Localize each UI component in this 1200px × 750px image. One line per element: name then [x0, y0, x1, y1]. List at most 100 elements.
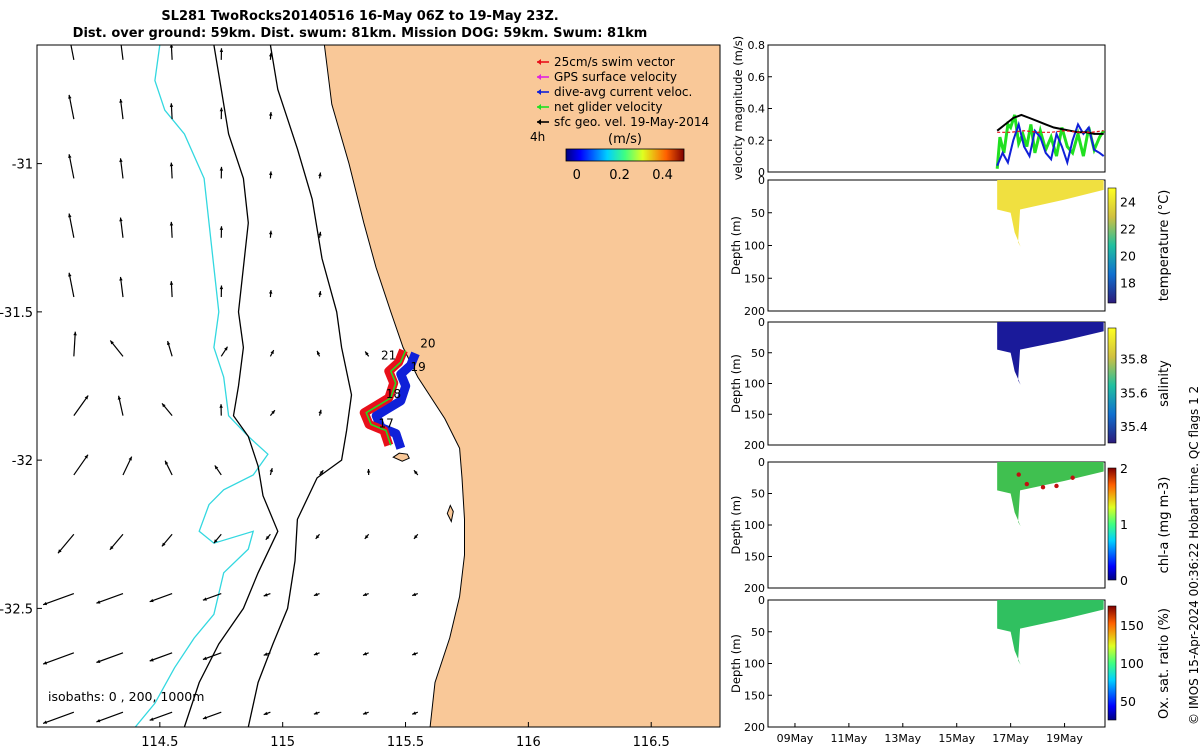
net-glider-track	[365, 350, 407, 446]
geo-velocity-arrowhead	[43, 661, 48, 665]
swim-vector-track	[359, 348, 408, 447]
geo-velocity-arrow	[73, 331, 76, 357]
section-y-tick-label: 150	[744, 551, 765, 564]
geo-velocity-arrowhead	[271, 410, 275, 415]
section-data-field	[997, 180, 1104, 247]
geo-velocity-arrowhead	[165, 460, 169, 465]
geo-velocity-arrowhead	[119, 217, 123, 222]
geo-velocity-arrowhead	[313, 592, 318, 597]
velocity-series-line	[995, 114, 1105, 169]
isobath-200m	[247, 45, 353, 727]
geo-velocity-arrowhead	[166, 341, 171, 346]
velocity-y-tick-label: 0.4	[748, 103, 766, 116]
section-y-tick-label: 100	[744, 658, 765, 671]
section-colorbar-tick-label: 35.4	[1120, 419, 1148, 434]
geo-velocity-arrowhead	[68, 272, 72, 277]
geo-velocity-arrow	[96, 593, 124, 604]
section-y-label: Depth (m)	[729, 634, 743, 693]
geo-velocity-arrowhead	[119, 276, 123, 281]
geo-velocity-arrowhead	[117, 395, 122, 400]
geo-velocity-arrowhead	[202, 715, 207, 720]
geo-velocity-arrowhead	[363, 592, 368, 597]
x-tick-label: 114.5	[141, 735, 178, 750]
geo-velocity-arrowhead	[214, 465, 219, 470]
day-label: 17	[379, 417, 394, 431]
velocity-y-tick-label: 0.8	[748, 39, 766, 52]
velocity-y-tick-label: 0.2	[748, 134, 766, 147]
legend-arrowhead	[537, 74, 541, 80]
geo-velocity-arrowhead	[412, 711, 417, 715]
chl-maximum-marker	[1070, 475, 1075, 480]
section-colorbar-tick-label: 1	[1120, 517, 1128, 532]
section-colorbar-label: Ox. sat. ratio (%)	[1157, 608, 1172, 719]
colorbar-tick-label: 0.4	[652, 168, 673, 183]
geo-velocity-arrowhead	[169, 45, 174, 48]
geo-velocity-arrowhead	[169, 221, 174, 226]
geo-velocity-arrowhead	[202, 597, 207, 601]
section-y-label: Depth (m)	[729, 496, 743, 555]
day-label: 18	[386, 387, 401, 401]
geo-velocity-arrowhead	[119, 98, 123, 103]
chl-maximum-marker	[1054, 483, 1059, 489]
geo-velocity-arrowhead	[315, 534, 320, 539]
chart-title-line1: SL281 TwoRocks20140516 16-May 06Z to 19-…	[161, 9, 559, 24]
geo-velocity-arrow	[68, 94, 75, 120]
geo-velocity-arrowhead	[412, 652, 417, 656]
geo-velocity-arrowhead	[268, 112, 273, 116]
section-colorbar-label: chl-a (mg m-3)	[1157, 477, 1172, 574]
geo-velocity-arrow	[70, 45, 75, 60]
x-tick-label: 116.5	[633, 735, 670, 750]
time-x-tick-label: 11May	[831, 732, 868, 745]
geo-velocity-arrowhead	[213, 539, 218, 544]
geo-velocity-arrow	[68, 213, 75, 238]
geo-velocity-arrowhead	[313, 711, 318, 715]
y-tick-label: -31	[12, 158, 33, 173]
geo-velocity-arrowhead	[219, 48, 224, 52]
time-x-tick-label: 15May	[938, 732, 975, 745]
garden-island	[446, 504, 454, 524]
velocity-series-line	[996, 120, 1105, 167]
map-frame	[36, 44, 721, 728]
geo-velocity-arrowhead	[43, 720, 48, 724]
velocity-y-label: velocity magnitude (m/s)	[731, 36, 745, 181]
isobath-1000m	[183, 45, 279, 727]
geo-velocity-arrow	[149, 593, 173, 603]
legend-item-label: sfc geo. vel. 19-May-2014	[554, 115, 709, 129]
geo-velocity-arrowhead	[84, 395, 89, 400]
legend-item-label: GPS surface velocity	[554, 70, 677, 84]
geo-velocity-arrowhead	[412, 592, 417, 597]
section-axes-frame	[767, 599, 1106, 728]
section-colorbar	[1107, 327, 1117, 444]
section-colorbar-tick-label: 35.6	[1120, 385, 1148, 400]
section-y-tick-label: 200	[744, 439, 765, 452]
geo-velocity-arrowhead	[219, 166, 224, 171]
geo-velocity-arrowhead	[149, 658, 154, 662]
section-colorbar-tick-label: 18	[1120, 276, 1136, 291]
geo-velocity-arrowhead	[268, 171, 273, 176]
time-x-tick-label: 17May	[992, 732, 1029, 745]
section-colorbar	[1107, 467, 1117, 581]
time-x-tick-label: 13May	[884, 732, 921, 745]
section-colorbar-tick-label: 100	[1120, 656, 1144, 671]
geo-velocity-arrowhead	[263, 711, 268, 716]
geo-velocity-arrowhead	[161, 403, 166, 408]
colorbar-tick-label: 0.2	[609, 168, 630, 183]
time-x-tick-label: 19May	[1046, 732, 1083, 745]
legend-item-label: dive-avg current veloc.	[554, 85, 692, 99]
geo-velocity-arrow	[96, 652, 124, 664]
geo-velocity-arrow	[149, 652, 173, 662]
colorbar-tick-label: 0	[573, 168, 581, 183]
geo-velocity-arrowhead	[43, 601, 48, 606]
y-tick-label: -31.5	[0, 306, 33, 321]
geo-velocity-arrowhead	[57, 549, 62, 554]
section-colorbar	[1107, 187, 1117, 304]
geo-velocity-arrowhead	[119, 40, 122, 44]
section-colorbar-label: temperature (°C)	[1157, 190, 1172, 302]
section-y-label: Depth (m)	[729, 216, 743, 275]
coastline	[323, 45, 720, 727]
geo-velocity-arrowhead	[219, 285, 224, 290]
legend-item-label: 25cm/s swim vector	[554, 55, 675, 69]
geo-velocity-arrow	[42, 652, 75, 665]
chl-maximum-marker	[1040, 485, 1046, 490]
